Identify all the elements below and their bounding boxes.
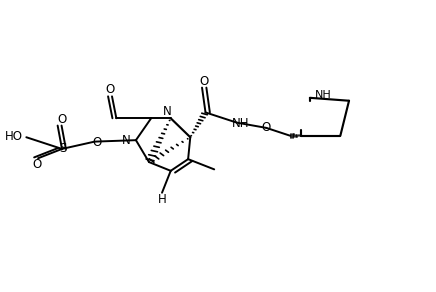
Text: NH: NH	[314, 91, 331, 100]
Text: NH: NH	[232, 117, 249, 130]
Text: H: H	[158, 193, 167, 206]
Text: O: O	[200, 75, 209, 88]
Text: N: N	[122, 134, 131, 147]
Text: O: O	[33, 158, 42, 171]
Text: O: O	[92, 136, 102, 149]
Text: HO: HO	[5, 131, 23, 143]
Text: S: S	[59, 142, 67, 155]
Text: O: O	[58, 113, 67, 126]
Text: N: N	[163, 105, 172, 118]
Text: O: O	[105, 84, 115, 96]
Text: O: O	[262, 121, 271, 134]
